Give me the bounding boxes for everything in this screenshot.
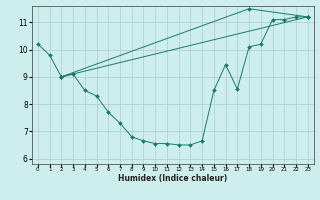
X-axis label: Humidex (Indice chaleur): Humidex (Indice chaleur) (118, 174, 228, 183)
